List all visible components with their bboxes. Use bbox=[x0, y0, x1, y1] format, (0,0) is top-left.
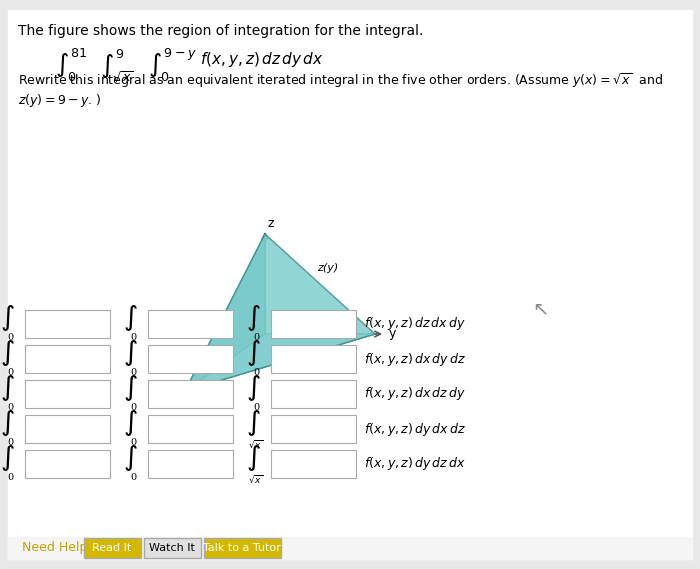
Text: $\int$: $\int$ bbox=[246, 373, 260, 403]
FancyBboxPatch shape bbox=[271, 450, 356, 478]
FancyBboxPatch shape bbox=[204, 538, 281, 558]
Text: 0: 0 bbox=[130, 368, 136, 377]
Text: $\int$: $\int$ bbox=[246, 443, 260, 473]
FancyBboxPatch shape bbox=[148, 345, 233, 373]
Text: $\int_0^{9-y}$: $\int_0^{9-y}$ bbox=[148, 47, 197, 84]
Text: $f(x, y, z)\,dx\,dy\,dz$: $f(x, y, z)\,dx\,dy\,dz$ bbox=[364, 351, 466, 368]
Text: ↖: ↖ bbox=[532, 299, 548, 319]
Text: Rewrite this integral as an equivalent iterated integral in the five other order: Rewrite this integral as an equivalent i… bbox=[18, 71, 664, 109]
Text: Watch It: Watch It bbox=[149, 543, 195, 553]
FancyBboxPatch shape bbox=[271, 380, 356, 408]
Text: 0: 0 bbox=[7, 438, 13, 447]
Text: $\int$: $\int$ bbox=[246, 338, 260, 368]
FancyBboxPatch shape bbox=[25, 415, 110, 443]
Text: 0: 0 bbox=[253, 323, 260, 333]
Text: y: y bbox=[389, 327, 396, 340]
Text: $\int$: $\int$ bbox=[122, 443, 137, 473]
Text: $\int$: $\int$ bbox=[0, 303, 15, 333]
Polygon shape bbox=[185, 234, 265, 391]
Text: $\int$: $\int$ bbox=[122, 408, 137, 438]
Text: $\int$: $\int$ bbox=[122, 373, 137, 403]
FancyBboxPatch shape bbox=[25, 380, 110, 408]
Text: $f(x, y, z)\,dy\,dx\,dz$: $f(x, y, z)\,dy\,dx\,dz$ bbox=[364, 420, 466, 438]
Text: $f(x, y, z)\, dz\, dy\, dx$: $f(x, y, z)\, dz\, dy\, dx$ bbox=[200, 50, 323, 69]
Polygon shape bbox=[185, 234, 375, 391]
FancyBboxPatch shape bbox=[144, 538, 201, 558]
Text: $\int$: $\int$ bbox=[246, 408, 260, 438]
Text: $\int$: $\int$ bbox=[0, 408, 15, 438]
Text: $\int_{\sqrt{x}}^{9}$: $\int_{\sqrt{x}}^{9}$ bbox=[100, 47, 134, 84]
Text: y(x): y(x) bbox=[213, 359, 235, 369]
Text: $\sqrt{x}$: $\sqrt{x}$ bbox=[248, 473, 264, 485]
Text: $\int$: $\int$ bbox=[122, 303, 137, 333]
FancyBboxPatch shape bbox=[148, 310, 233, 338]
Text: 0: 0 bbox=[130, 473, 136, 482]
Text: The figure shows the region of integration for the integral.: The figure shows the region of integrati… bbox=[18, 24, 423, 38]
FancyBboxPatch shape bbox=[271, 310, 356, 338]
Text: $\int_0^{81}$: $\int_0^{81}$ bbox=[55, 47, 88, 84]
Text: 0: 0 bbox=[7, 473, 13, 482]
Text: 0: 0 bbox=[253, 368, 259, 377]
Text: $f(x, y, z)\,dx\,dz\,dy$: $f(x, y, z)\,dx\,dz\,dy$ bbox=[364, 386, 466, 402]
Text: $\sqrt{x}$: $\sqrt{x}$ bbox=[248, 438, 264, 450]
Text: $\int$: $\int$ bbox=[0, 443, 15, 473]
Text: $\int$: $\int$ bbox=[0, 338, 15, 368]
FancyBboxPatch shape bbox=[25, 450, 110, 478]
Text: 0: 0 bbox=[7, 403, 13, 412]
Text: 0: 0 bbox=[7, 368, 13, 377]
FancyBboxPatch shape bbox=[148, 415, 233, 443]
FancyBboxPatch shape bbox=[148, 380, 233, 408]
FancyBboxPatch shape bbox=[25, 310, 110, 338]
Text: Read It: Read It bbox=[92, 543, 132, 553]
Text: 0: 0 bbox=[130, 438, 136, 447]
Text: Need Help?: Need Help? bbox=[22, 542, 94, 555]
Text: $\int$: $\int$ bbox=[122, 338, 137, 368]
Text: x: x bbox=[167, 394, 174, 407]
Text: Talk to a Tutor: Talk to a Tutor bbox=[203, 543, 281, 553]
FancyBboxPatch shape bbox=[148, 450, 233, 478]
FancyBboxPatch shape bbox=[271, 345, 356, 373]
Text: 0: 0 bbox=[130, 333, 136, 342]
FancyBboxPatch shape bbox=[25, 345, 110, 373]
Text: 0: 0 bbox=[253, 403, 259, 412]
Polygon shape bbox=[185, 334, 375, 391]
Text: z(y): z(y) bbox=[317, 263, 338, 273]
Text: z: z bbox=[268, 217, 274, 230]
Text: $\int$: $\int$ bbox=[0, 373, 15, 403]
Text: $\int$: $\int$ bbox=[246, 303, 260, 333]
FancyBboxPatch shape bbox=[271, 415, 356, 443]
Text: 0: 0 bbox=[7, 333, 13, 342]
Text: 0: 0 bbox=[130, 403, 136, 412]
Bar bbox=[8, 537, 692, 559]
Text: 0: 0 bbox=[253, 333, 259, 342]
Text: $f(x, y, z)\,dz\,dx\,dy$: $f(x, y, z)\,dz\,dx\,dy$ bbox=[364, 315, 466, 332]
Polygon shape bbox=[185, 334, 375, 391]
FancyBboxPatch shape bbox=[84, 538, 141, 558]
Text: $f(x, y, z)\,dy\,dz\,dx$: $f(x, y, z)\,dy\,dz\,dx$ bbox=[364, 456, 466, 472]
